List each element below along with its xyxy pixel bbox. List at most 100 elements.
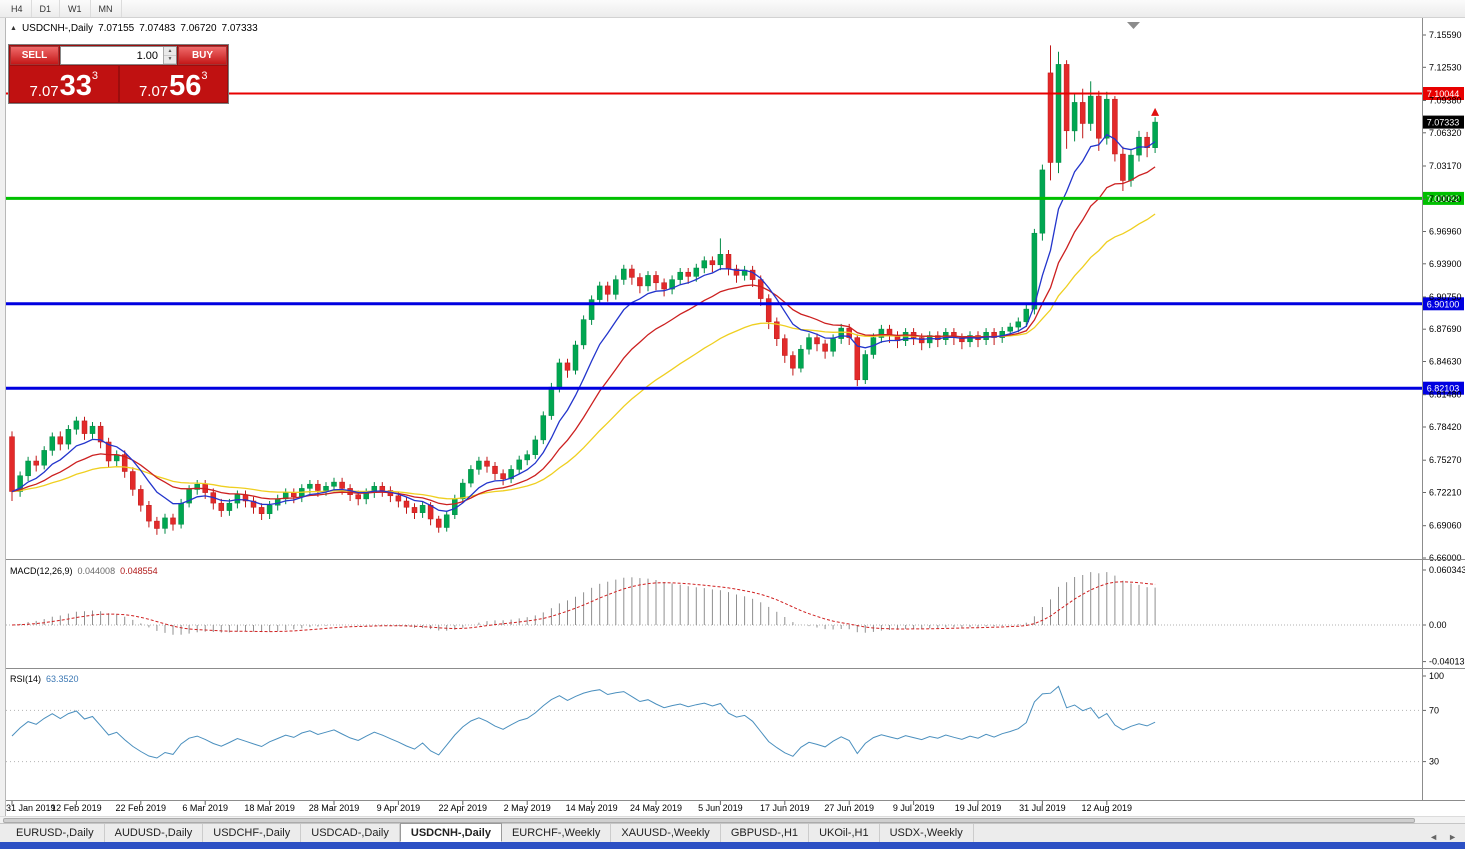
svg-text:6.90750: 6.90750 bbox=[1429, 292, 1462, 302]
trade-arrow-marker bbox=[1151, 107, 1160, 116]
volume-decrease-button[interactable]: ▼ bbox=[164, 55, 176, 64]
rsi-value: 63.3520 bbox=[46, 674, 79, 684]
svg-text:6.96960: 6.96960 bbox=[1429, 227, 1462, 237]
buy-price-pips: 56 bbox=[169, 70, 202, 102]
buy-price-display[interactable]: 7.07 56 3 bbox=[119, 66, 227, 102]
svg-text:6.66000: 6.66000 bbox=[1429, 553, 1462, 563]
svg-text:24 May 2019: 24 May 2019 bbox=[630, 803, 682, 813]
tabs-scroll-left-icon[interactable]: ◄ bbox=[1429, 832, 1439, 842]
rsi-pane: 100 70 30 bbox=[6, 671, 1444, 767]
svg-text:31 Jan 2019: 31 Jan 2019 bbox=[6, 803, 56, 813]
svg-text:6.82103: 6.82103 bbox=[1427, 384, 1460, 394]
tabs-scroll-right-icon[interactable]: ► bbox=[1448, 832, 1457, 842]
chart-tabs-list: EURUSD-,Daily AUDUSD-,Daily USDCHF-,Daily U… bbox=[6, 823, 974, 842]
timeframe-button-w1[interactable]: W1 bbox=[60, 0, 91, 17]
chart-tab-usdcnhdaily[interactable]: USDCNH-,Daily bbox=[399, 823, 502, 842]
macd-indicator-label: MACD(12,26,9) 0.044008 0.048554 bbox=[10, 566, 158, 576]
chart-tab-audusddaily[interactable]: AUDUSD-,Daily bbox=[105, 824, 204, 842]
svg-text:0.00: 0.00 bbox=[1429, 620, 1447, 630]
svg-text:70: 70 bbox=[1429, 705, 1439, 715]
sell-price-pips: 33 bbox=[59, 70, 92, 102]
ohlc-low: 7.06720 bbox=[180, 23, 217, 34]
rsi-name: RSI(14) bbox=[10, 674, 42, 684]
buy-price-point: 3 bbox=[201, 70, 208, 82]
macd-name: MACD(12,26,9) bbox=[10, 566, 73, 576]
ohlc-open: 7.07155 bbox=[98, 23, 135, 34]
svg-text:9 Jul 2019: 9 Jul 2019 bbox=[893, 803, 935, 813]
horizontal-lines-layer[interactable]: 7.10044 7.00092 6.90100 6.82103 bbox=[6, 87, 1464, 395]
chart-shift-icon[interactable] bbox=[1127, 22, 1140, 29]
volume-spinner: ▲ ▼ bbox=[163, 47, 176, 64]
svg-text:7.10044: 7.10044 bbox=[1427, 89, 1460, 99]
taskbar-strip bbox=[0, 842, 1465, 849]
svg-text:17 Jun 2019: 17 Jun 2019 bbox=[760, 803, 810, 813]
chart-tab-gbpusdh1[interactable]: GBPUSD-,H1 bbox=[721, 824, 810, 842]
svg-text:14 May 2019: 14 May 2019 bbox=[566, 803, 618, 813]
horizontal-scrollbar[interactable] bbox=[0, 816, 1465, 823]
svg-text:7.12530: 7.12530 bbox=[1429, 62, 1462, 72]
ma-overlays-layer bbox=[11, 133, 1156, 512]
svg-text:5 Jun 2019: 5 Jun 2019 bbox=[698, 803, 743, 813]
svg-text:7.07333: 7.07333 bbox=[1427, 118, 1460, 128]
svg-text:22 Feb 2019: 22 Feb 2019 bbox=[116, 803, 167, 813]
timeframe-toolbar: H4 D1 W1 MN bbox=[0, 0, 1465, 18]
one-click-collapse-icon[interactable]: ▲ bbox=[10, 25, 17, 32]
svg-text:31 Jul 2019: 31 Jul 2019 bbox=[1019, 803, 1066, 813]
svg-text:100: 100 bbox=[1429, 671, 1444, 681]
svg-text:6.87690: 6.87690 bbox=[1429, 324, 1462, 334]
svg-text:6.90100: 6.90100 bbox=[1427, 299, 1460, 309]
timeframe-button-h4[interactable]: H4 bbox=[3, 0, 32, 17]
chart-tab-usdchfdaily[interactable]: USDCHF-,Daily bbox=[203, 824, 302, 842]
chart-tab-xauusdweekly[interactable]: XAUUSD-,Weekly bbox=[611, 824, 721, 842]
sell-button[interactable]: SELL bbox=[10, 46, 59, 65]
tab-navigation: ◄ ► bbox=[1429, 832, 1465, 842]
svg-text:7.06320: 7.06320 bbox=[1429, 128, 1462, 138]
svg-text:7.15590: 7.15590 bbox=[1429, 30, 1462, 40]
svg-text:22 Apr 2019: 22 Apr 2019 bbox=[439, 803, 488, 813]
svg-text:2 May 2019: 2 May 2019 bbox=[504, 803, 551, 813]
chart-tab-eurchfweekly[interactable]: EURCHF-,Weekly bbox=[502, 824, 612, 842]
svg-text:7.09380: 7.09380 bbox=[1429, 96, 1462, 106]
timeframe-button-d1[interactable]: D1 bbox=[32, 0, 61, 17]
svg-text:28 Mar 2019: 28 Mar 2019 bbox=[309, 803, 360, 813]
buy-price-prefix: 7.07 bbox=[138, 83, 169, 100]
pane-separators bbox=[6, 18, 1465, 801]
chart-tab-usdxweekly[interactable]: USDX-,Weekly bbox=[880, 824, 974, 842]
svg-text:18 Mar 2019: 18 Mar 2019 bbox=[244, 803, 295, 813]
chart-tab-eurusddaily[interactable]: EURUSD-,Daily bbox=[6, 824, 105, 842]
volume-field[interactable]: 1.00 ▲ ▼ bbox=[60, 46, 177, 65]
chart-title: ▲ USDCNH-,Daily 7.07155 7.07483 7.06720 … bbox=[10, 23, 258, 34]
timeframe-button-mn[interactable]: MN bbox=[91, 0, 122, 17]
volume-value: 1.00 bbox=[136, 49, 158, 62]
svg-text:19 Jul 2019: 19 Jul 2019 bbox=[955, 803, 1002, 813]
ohlc-close: 7.07333 bbox=[221, 23, 258, 34]
svg-text:0.060343: 0.060343 bbox=[1429, 565, 1465, 575]
volume-increase-button[interactable]: ▲ bbox=[164, 47, 176, 56]
svg-text:6.69060: 6.69060 bbox=[1429, 521, 1462, 531]
svg-text:12 Aug 2019: 12 Aug 2019 bbox=[1082, 803, 1133, 813]
buy-button[interactable]: BUY bbox=[178, 46, 227, 65]
candles-layer bbox=[9, 45, 1158, 535]
svg-text:6.84630: 6.84630 bbox=[1429, 357, 1462, 367]
svg-text:6.81480: 6.81480 bbox=[1429, 390, 1462, 400]
rsi-indicator-label: RSI(14) 63.3520 bbox=[10, 674, 79, 684]
macd-signal-value: 0.048554 bbox=[120, 566, 158, 576]
svg-text:-0.040136: -0.040136 bbox=[1429, 657, 1465, 667]
svg-text:6.72210: 6.72210 bbox=[1429, 488, 1462, 498]
chart-tabs-bar: EURUSD-,Daily AUDUSD-,Daily USDCHF-,Daily U… bbox=[0, 823, 1465, 842]
macd-pane: 0.060343 0.00 -0.040136 bbox=[6, 565, 1465, 667]
chart-tab-usdcaddaily[interactable]: USDCAD-,Daily bbox=[301, 824, 400, 842]
chart-tab-ukoilh1[interactable]: UKOil-,H1 bbox=[809, 824, 880, 842]
scrollbar-thumb[interactable] bbox=[3, 818, 1415, 823]
svg-text:27 Jun 2019: 27 Jun 2019 bbox=[824, 803, 874, 813]
sell-price-point: 3 bbox=[91, 70, 99, 82]
svg-text:6 Mar 2019: 6 Mar 2019 bbox=[182, 803, 228, 813]
sell-price-display[interactable]: 7.07 33 3 bbox=[10, 66, 118, 102]
svg-text:6.78420: 6.78420 bbox=[1429, 422, 1462, 432]
svg-text:7.03170: 7.03170 bbox=[1429, 161, 1462, 171]
sell-price-prefix: 7.07 bbox=[29, 83, 59, 100]
svg-text:7.00020: 7.00020 bbox=[1429, 194, 1462, 204]
ohlc-high: 7.07483 bbox=[139, 23, 176, 34]
